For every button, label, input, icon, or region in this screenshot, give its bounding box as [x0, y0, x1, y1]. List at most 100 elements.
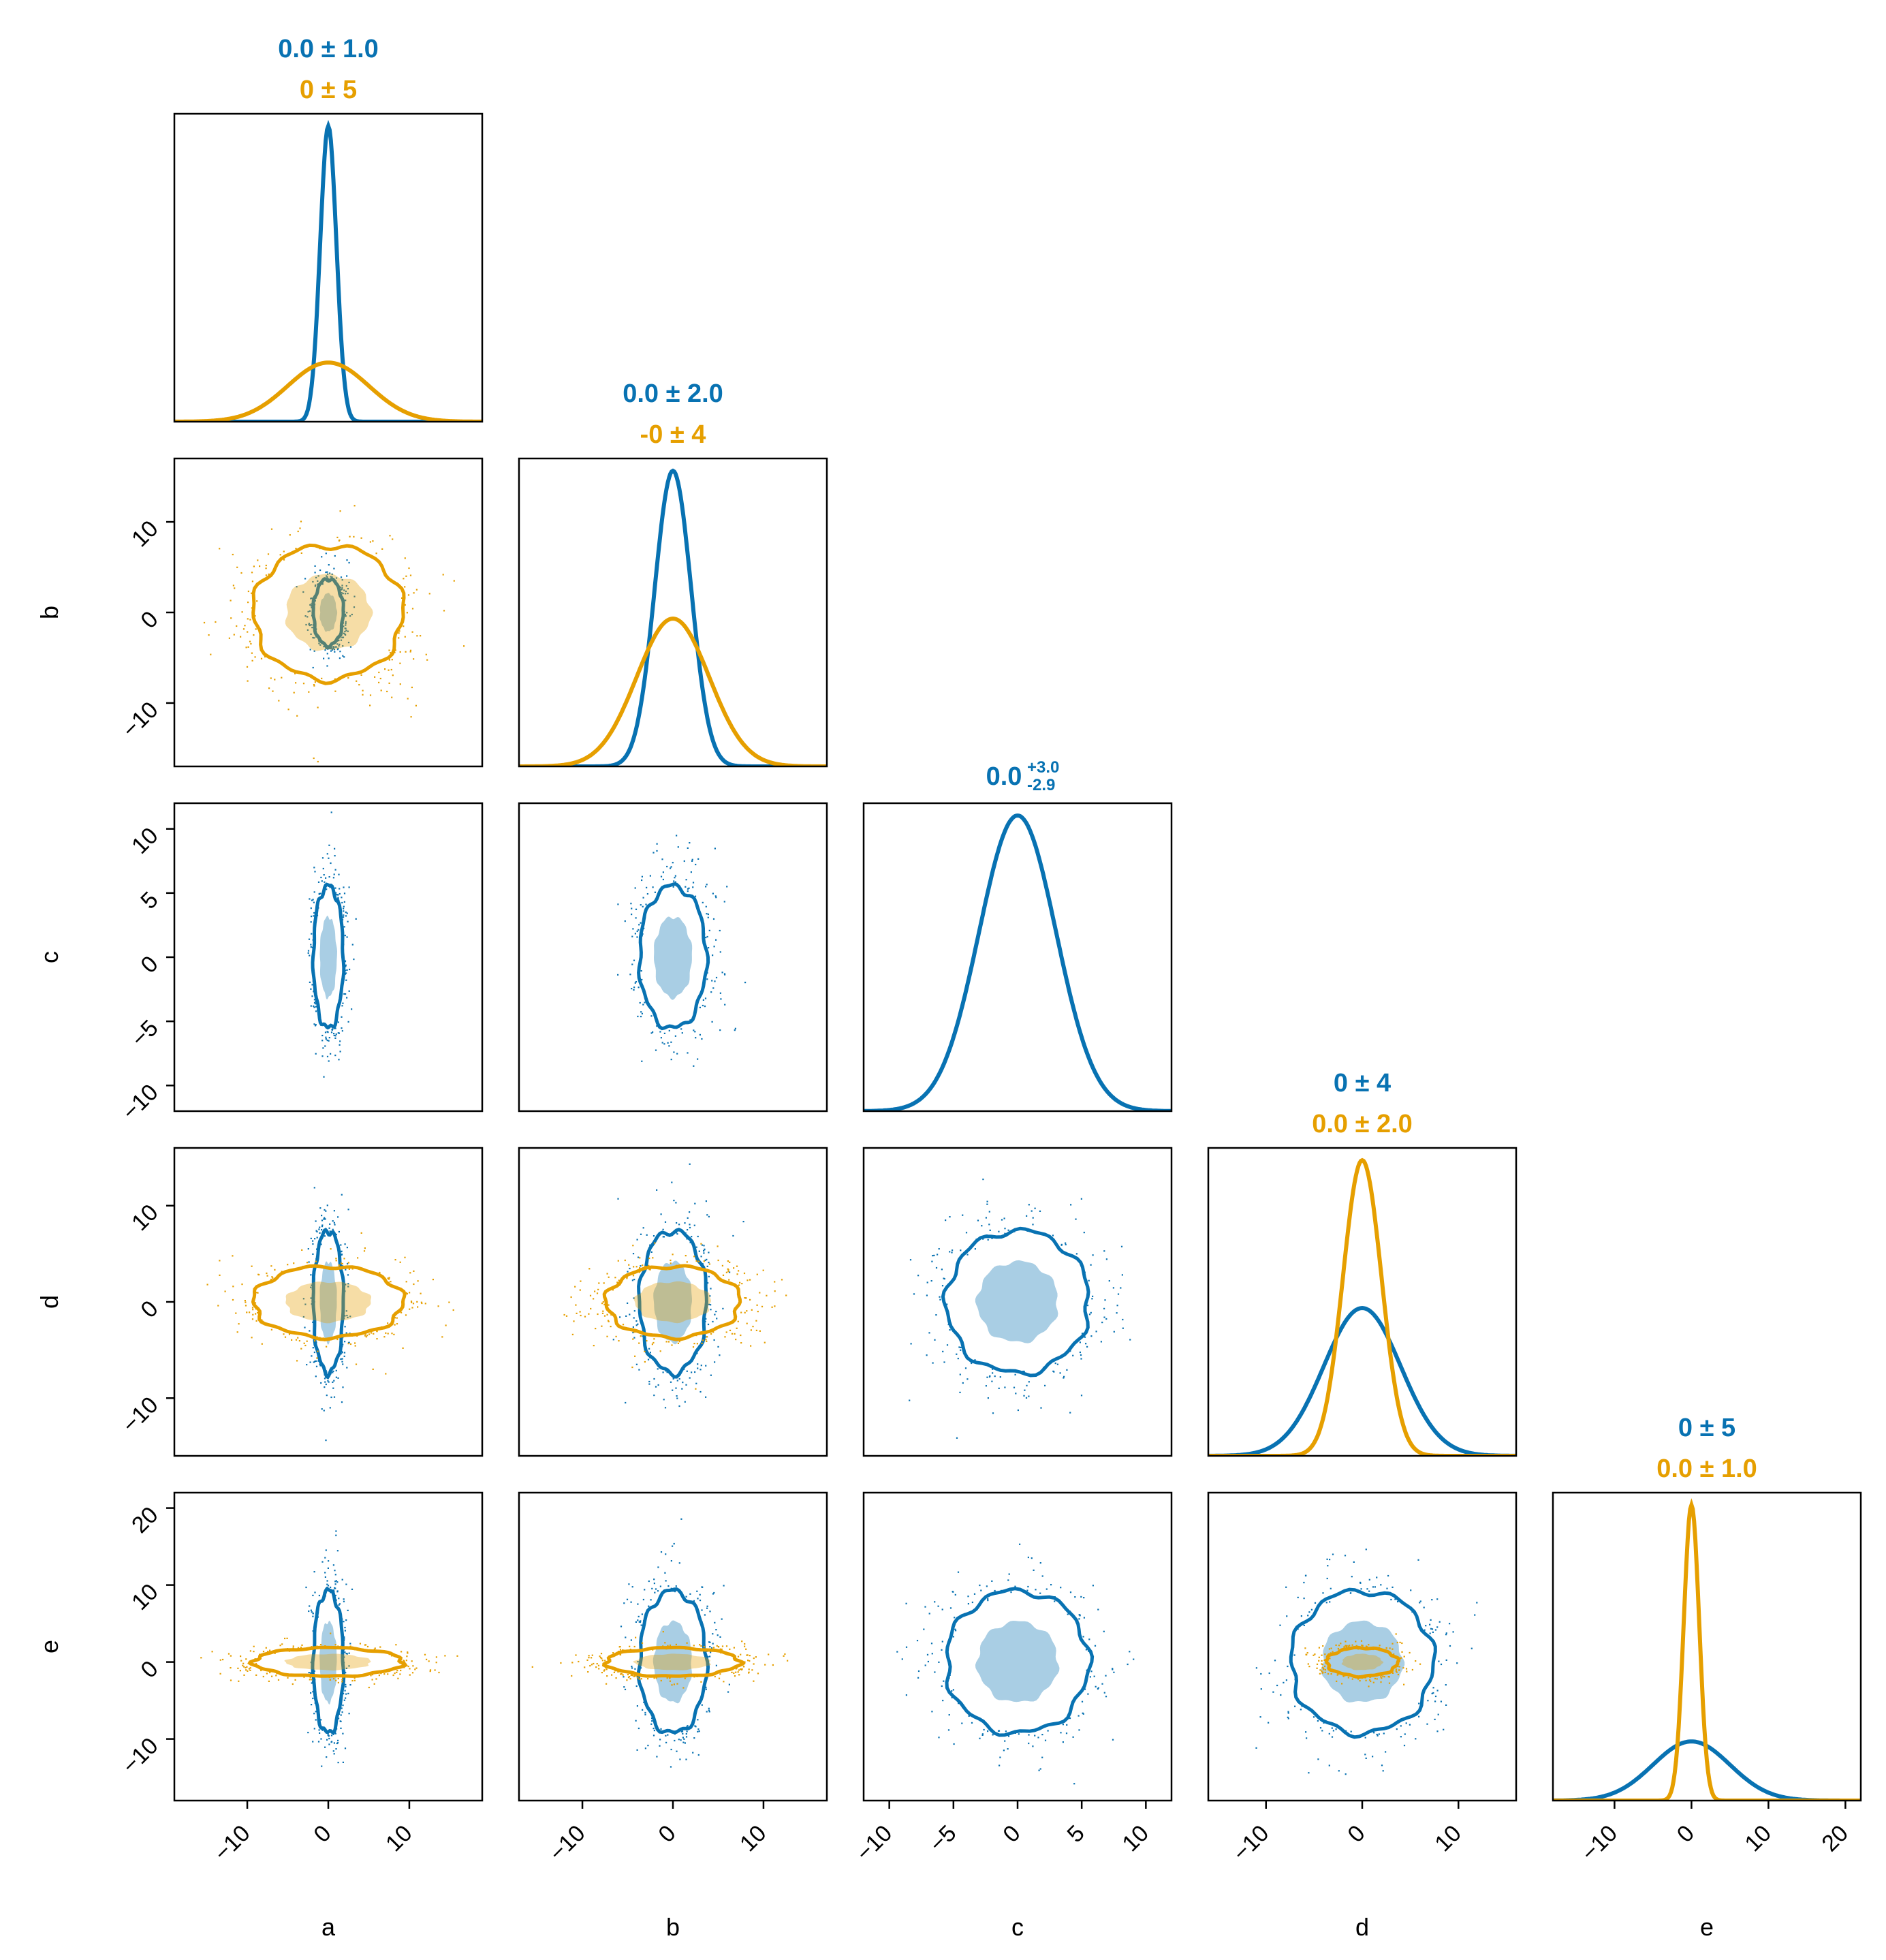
diag-title-b: 0.0 ± 2.0 -0 ± 4: [623, 379, 723, 449]
sigma2-blue-d-c: [941, 1226, 1090, 1378]
x-tick-label: −10: [1576, 1820, 1622, 1867]
sigma1-orange-d-b: [633, 1281, 711, 1324]
sigma1-blue-d-b: [653, 1260, 692, 1345]
panel-e-vs-a: [200, 1530, 458, 1767]
y-axis-b: −10 0 10 b: [35, 516, 174, 743]
scatter-blue-e-d: [1255, 1549, 1478, 1775]
x-axis-c: −10 −5 0 5 10 c: [851, 1801, 1154, 1941]
x-tick-label: 10: [1117, 1820, 1154, 1857]
diag-title-line: 0 ± 4: [1334, 1069, 1391, 1098]
density-blue-d: [1208, 1305, 1516, 1456]
y-tick-label: −5: [126, 1015, 163, 1052]
sigma2-blue-c-a: [311, 882, 346, 1030]
diag-title-sup: +3.0: [1027, 758, 1059, 777]
sigma1-blue-e-b: [653, 1620, 692, 1704]
panel-d-vs-c: [909, 1179, 1131, 1439]
sigma2-blue-e-b: [636, 1587, 710, 1735]
diag-title-line: 0 ± 5: [1678, 1414, 1735, 1442]
y-axis-d: −10 0 10 d: [35, 1200, 174, 1438]
diag-title-a: 0.0 ± 1.0 0 ± 5: [278, 35, 379, 104]
x-axis-label-c: c: [1011, 1913, 1024, 1941]
density-orange-a: [174, 360, 482, 422]
diag-title-sub: -2.9: [1027, 776, 1055, 794]
sigma1-blue-e-a: [319, 1621, 337, 1705]
y-tick-label: 5: [136, 887, 163, 914]
x-axis-label-b: b: [666, 1913, 680, 1941]
sigma2-blue-e-c: [945, 1587, 1095, 1737]
sigma1-orange-e-d: [1341, 1653, 1384, 1670]
sigma2-orange-b-a: [251, 543, 406, 685]
diag-title-line: -0 ± 4: [640, 420, 706, 449]
x-tick-label: 20: [1817, 1820, 1853, 1857]
y-tick-label: 10: [127, 822, 163, 859]
sigma1-blue-b-a: [319, 593, 338, 632]
sigma1-blue-c-b: [654, 916, 693, 1000]
sigma2-blue-c-b: [637, 882, 710, 1031]
sigma1-blue-d-a: [319, 1261, 337, 1345]
panel-e-vs-c: [896, 1543, 1135, 1785]
y-tick-label: 0: [136, 951, 163, 978]
sigma1-orange-e-a: [284, 1653, 371, 1671]
sigma2-blue-e-a: [311, 1587, 346, 1735]
x-axis-label-e: e: [1700, 1913, 1714, 1941]
panel-e-vs-b: [531, 1518, 789, 1768]
x-tick-label: −10: [544, 1820, 591, 1867]
x-axis-e: −10 0 10 20 e: [1576, 1801, 1853, 1941]
diag-panel-a: [174, 120, 482, 422]
x-tick-label: 10: [735, 1820, 772, 1857]
panel-frame: [518, 1147, 828, 1457]
x-axis-d: −10 0 10 d: [1228, 1801, 1466, 1941]
density-orange-b: [519, 616, 827, 766]
scatter-orange-e-b: [531, 1631, 789, 1689]
panel-frame: [173, 112, 484, 423]
x-tick-label: 0: [998, 1820, 1025, 1848]
sigma2-blue-d-b: [637, 1228, 708, 1379]
x-axis-label-d: d: [1355, 1913, 1369, 1941]
panel-c-vs-a: [307, 811, 357, 1078]
y-tick-label: 0: [136, 1296, 163, 1323]
y-axis-label-c: c: [35, 951, 63, 963]
sigma2-orange-e-b: [601, 1645, 746, 1678]
y-axis-c: −10 −5 0 5 10 c: [35, 822, 174, 1125]
density-orange-d: [1208, 1157, 1516, 1456]
diag-panel-b: [519, 468, 827, 766]
sigma2-orange-e-a: [247, 1645, 408, 1678]
sigma2-blue-e-d: [1289, 1587, 1437, 1739]
diag-title-line: 0 ± 5: [300, 76, 357, 104]
diag-title-line: 0.0 ± 1.0: [278, 35, 379, 63]
density-orange-e: [1553, 1498, 1861, 1801]
diag-title-line: 0.0 ± 2.0: [1312, 1110, 1413, 1138]
diag-panel-e: [1553, 1498, 1861, 1801]
y-tick-label: 0: [136, 606, 163, 634]
y-tick-label: −10: [117, 697, 163, 743]
x-tick-label: 10: [1430, 1820, 1466, 1857]
x-tick-label: −10: [1228, 1820, 1274, 1867]
density-blue-a: [174, 120, 482, 422]
sigma1-blue-e-d: [1321, 1620, 1405, 1702]
y-axis-label-b: b: [35, 606, 63, 619]
sigma2-blue-b-a: [311, 577, 345, 650]
x-tick-label: −5: [924, 1820, 961, 1857]
diag-title-c: 0.0 +3.0-2.9: [986, 758, 1060, 794]
sigma1-orange-d-a: [285, 1281, 371, 1324]
panel-d-vs-b: [563, 1163, 787, 1409]
x-axis-b: −10 0 10 b: [544, 1801, 772, 1941]
panel-d-vs-a: [206, 1187, 454, 1442]
sigma2-orange-d-b: [602, 1264, 742, 1341]
sigma2-orange-e-d: [1325, 1645, 1401, 1679]
panel-frame: [1552, 1491, 1862, 1802]
diag-title-line: 0.0 ± 1.0: [1656, 1455, 1757, 1483]
y-tick-label: 10: [127, 516, 163, 553]
panel-frame: [1207, 1147, 1518, 1457]
x-tick-label: 10: [381, 1820, 418, 1857]
panel-frame: [862, 802, 1173, 1113]
diag-title-line: 0.0 ± 2.0: [623, 379, 723, 408]
x-tick-label: 0: [1342, 1820, 1370, 1848]
x-tick-label: 0: [309, 1820, 336, 1848]
x-tick-label: −10: [851, 1820, 898, 1867]
x-tick-label: 0: [1672, 1820, 1699, 1848]
y-tick-label: 0: [136, 1655, 163, 1683]
diag-title-value: 0.0: [986, 762, 1022, 791]
y-tick-label: 10: [127, 1200, 163, 1236]
